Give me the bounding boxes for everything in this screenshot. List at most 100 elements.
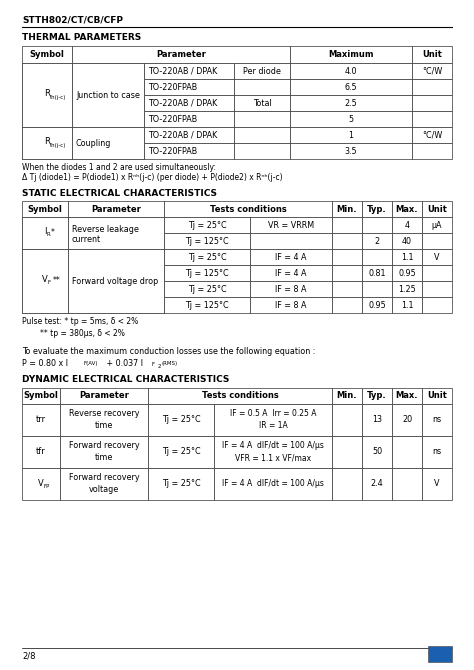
- Text: When the diodes 1 and 2 are used simultaneously:: When the diodes 1 and 2 are used simulta…: [22, 163, 216, 172]
- Bar: [22, 63, 72, 127]
- Bar: [22, 201, 68, 217]
- Bar: [422, 201, 452, 217]
- Text: 2.5: 2.5: [345, 98, 357, 107]
- Bar: [234, 127, 290, 143]
- Bar: [362, 404, 392, 436]
- Text: Forward recovery: Forward recovery: [69, 442, 139, 450]
- Bar: [234, 143, 290, 159]
- Text: voltage: voltage: [89, 486, 119, 494]
- Bar: [164, 265, 250, 281]
- Text: Coupling: Coupling: [76, 139, 111, 147]
- Text: STATIC ELECTRICAL CHARACTERISTICS: STATIC ELECTRICAL CHARACTERISTICS: [22, 188, 217, 198]
- Text: Tj = 125°C: Tj = 125°C: [185, 301, 229, 310]
- Text: Per diode: Per diode: [243, 66, 281, 76]
- Bar: [68, 233, 164, 249]
- Bar: [22, 217, 68, 233]
- Text: To evaluate the maximum conduction losses use the following equation :: To evaluate the maximum conduction losse…: [22, 348, 315, 356]
- Bar: [412, 143, 452, 159]
- Bar: [144, 127, 234, 143]
- Bar: [332, 297, 362, 313]
- Text: F: F: [48, 281, 51, 285]
- Bar: [22, 111, 72, 127]
- Text: 0.95: 0.95: [398, 269, 416, 277]
- Bar: [148, 388, 332, 404]
- Bar: [72, 79, 144, 95]
- Text: 2: 2: [158, 364, 162, 368]
- Bar: [392, 388, 422, 404]
- Bar: [22, 468, 60, 500]
- Text: + 0.037 I: + 0.037 I: [104, 360, 143, 368]
- Text: 0.81: 0.81: [368, 269, 386, 277]
- Bar: [412, 79, 452, 95]
- Bar: [332, 388, 362, 404]
- Bar: [68, 297, 164, 313]
- Text: Tj = 25°C: Tj = 25°C: [188, 220, 226, 230]
- Bar: [22, 63, 72, 79]
- Bar: [22, 388, 60, 404]
- Text: trr: trr: [36, 415, 46, 425]
- Text: 4.0: 4.0: [345, 66, 357, 76]
- Text: th(j-c): th(j-c): [50, 94, 66, 100]
- Text: Tj = 25°C: Tj = 25°C: [162, 448, 201, 456]
- Bar: [332, 233, 362, 249]
- Bar: [234, 79, 290, 95]
- Bar: [144, 95, 234, 111]
- Text: 13: 13: [372, 415, 382, 425]
- Bar: [22, 233, 68, 249]
- Bar: [250, 265, 332, 281]
- Bar: [392, 201, 422, 217]
- Bar: [164, 217, 250, 233]
- Text: IF = 0.5 A  Irr = 0.25 A: IF = 0.5 A Irr = 0.25 A: [230, 409, 316, 419]
- FancyBboxPatch shape: [428, 646, 452, 662]
- Bar: [422, 233, 452, 249]
- Bar: [290, 111, 412, 127]
- Text: Tj = 25°C: Tj = 25°C: [162, 480, 201, 488]
- Text: TO-220FPAB: TO-220FPAB: [148, 115, 197, 123]
- Bar: [60, 404, 148, 436]
- Text: R: R: [44, 137, 50, 147]
- Bar: [214, 436, 332, 468]
- Text: tfr: tfr: [36, 448, 46, 456]
- Bar: [60, 436, 148, 468]
- Text: TO-220AB / DPAK: TO-220AB / DPAK: [148, 98, 217, 107]
- Text: Min.: Min.: [337, 204, 357, 214]
- Text: Pulse test: * tp = 5ms, δ < 2%: Pulse test: * tp = 5ms, δ < 2%: [22, 318, 138, 326]
- Bar: [362, 436, 392, 468]
- Text: IF = 4 A: IF = 4 A: [275, 253, 307, 261]
- Bar: [60, 468, 148, 500]
- Bar: [422, 249, 452, 265]
- Bar: [290, 127, 412, 143]
- Bar: [392, 404, 422, 436]
- Bar: [22, 127, 72, 143]
- Text: time: time: [95, 421, 113, 431]
- Text: VR = VRRM: VR = VRRM: [268, 220, 314, 230]
- Text: Forward voltage drop: Forward voltage drop: [72, 277, 158, 285]
- Bar: [234, 63, 290, 79]
- Text: Reverse leakage: Reverse leakage: [72, 224, 139, 234]
- Text: Max.: Max.: [396, 204, 418, 214]
- Text: I: I: [44, 228, 46, 237]
- Bar: [68, 249, 164, 265]
- Bar: [392, 436, 422, 468]
- Text: Total: Total: [253, 98, 272, 107]
- Bar: [72, 95, 144, 111]
- Bar: [148, 436, 214, 468]
- Text: Tj = 25°C: Tj = 25°C: [188, 253, 226, 261]
- Bar: [362, 265, 392, 281]
- Bar: [332, 217, 362, 233]
- Bar: [22, 404, 60, 436]
- Bar: [422, 388, 452, 404]
- Text: 1.1: 1.1: [401, 301, 413, 310]
- Bar: [290, 63, 412, 79]
- Text: IF = 8 A: IF = 8 A: [275, 285, 307, 293]
- Bar: [392, 265, 422, 281]
- Text: Tj = 25°C: Tj = 25°C: [188, 285, 226, 293]
- Text: Tj = 25°C: Tj = 25°C: [162, 415, 201, 425]
- Text: DYNAMIC ELECTRICAL CHARACTERISTICS: DYNAMIC ELECTRICAL CHARACTERISTICS: [22, 375, 229, 385]
- Text: V: V: [434, 253, 440, 261]
- Bar: [362, 249, 392, 265]
- Text: th(j-c): th(j-c): [50, 143, 66, 147]
- Bar: [22, 249, 68, 265]
- Text: μA: μA: [432, 220, 442, 230]
- Text: Symbol: Symbol: [29, 50, 64, 59]
